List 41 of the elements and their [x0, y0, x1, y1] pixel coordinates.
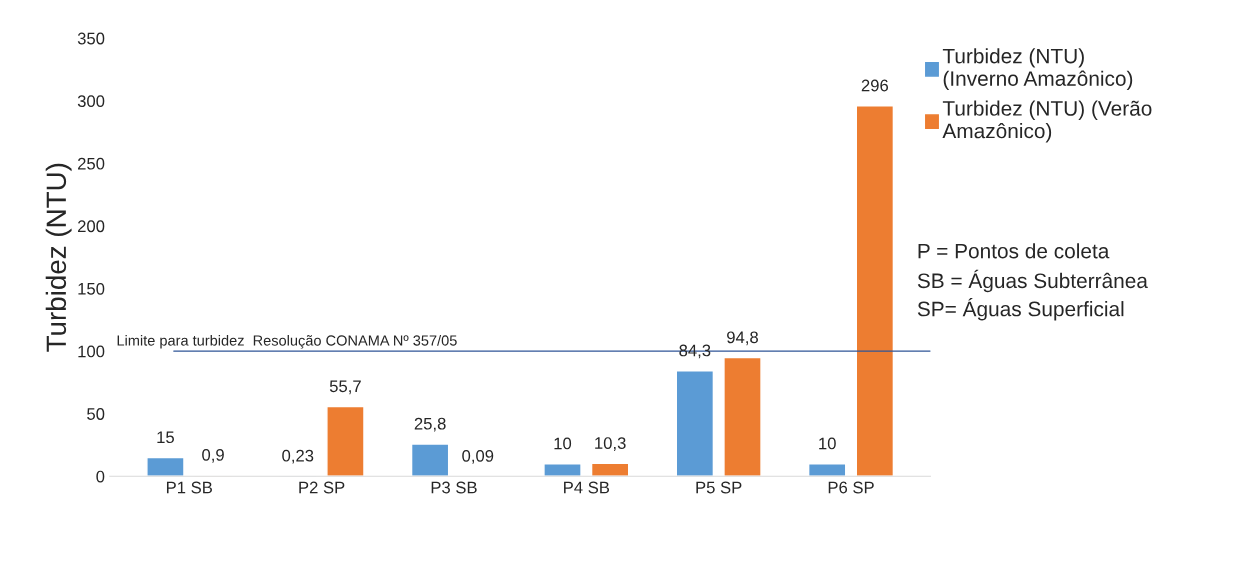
data-label: 10,3: [595, 437, 626, 451]
x-tick-label: P4 SB: [564, 481, 610, 494]
y-axis-title: Turbidez (NTU): [45, 163, 72, 352]
bar: [807, 463, 847, 477]
x-tick-label: P2 SP: [299, 481, 345, 494]
bar: [146, 456, 185, 477]
data-label: 15: [157, 431, 174, 444]
bar: [590, 462, 630, 477]
annotation: P = Pontos de coleta: [918, 243, 1110, 259]
x-tick-label: P1 SB: [166, 481, 212, 494]
y-tick-label: 300: [77, 95, 105, 107]
bar: [723, 356, 762, 477]
bar: [326, 405, 365, 477]
data-label: 0,23: [282, 449, 314, 464]
data-label: 0,9: [202, 448, 224, 463]
data-label: 296: [861, 79, 889, 92]
bar: [855, 105, 895, 477]
bar: [543, 463, 582, 477]
y-tick-label: 150: [78, 282, 105, 295]
data-label: 94,8: [727, 331, 758, 346]
y-tick-label: 100: [78, 345, 105, 358]
y-tick-label: 200: [78, 220, 105, 233]
legend-label: Turbidez (NTU) (Inverno Amazônico): [942, 48, 1133, 91]
x-tick-label: P6 SP: [828, 481, 874, 494]
bar: [410, 443, 450, 477]
data-label: 55,7: [329, 380, 361, 395]
data-label: 0,09: [462, 449, 494, 464]
y-tick-label: 350: [77, 32, 105, 45]
data-label: 25,8: [414, 417, 446, 432]
y-tick-label: 50: [87, 408, 105, 420]
bar: [675, 370, 715, 477]
legend-label: Turbidez (NTU) (Verão Amazônico): [942, 100, 1152, 143]
data-label: 10: [554, 437, 572, 450]
data-label: 10: [819, 437, 836, 450]
y-tick-label: 250: [78, 157, 105, 170]
annotation: SB = Águas Subterrânea: [917, 269, 1148, 293]
x-tick-label: P5 SP: [696, 481, 742, 494]
y-tick-label: 0: [96, 470, 105, 483]
x-tick-label: P3 SB: [431, 481, 477, 494]
ref-line-label: Limite para turbidez Resolução CONAMA Nº 357/05: [117, 334, 457, 349]
annotation: SP= Águas Superficial: [917, 298, 1124, 321]
